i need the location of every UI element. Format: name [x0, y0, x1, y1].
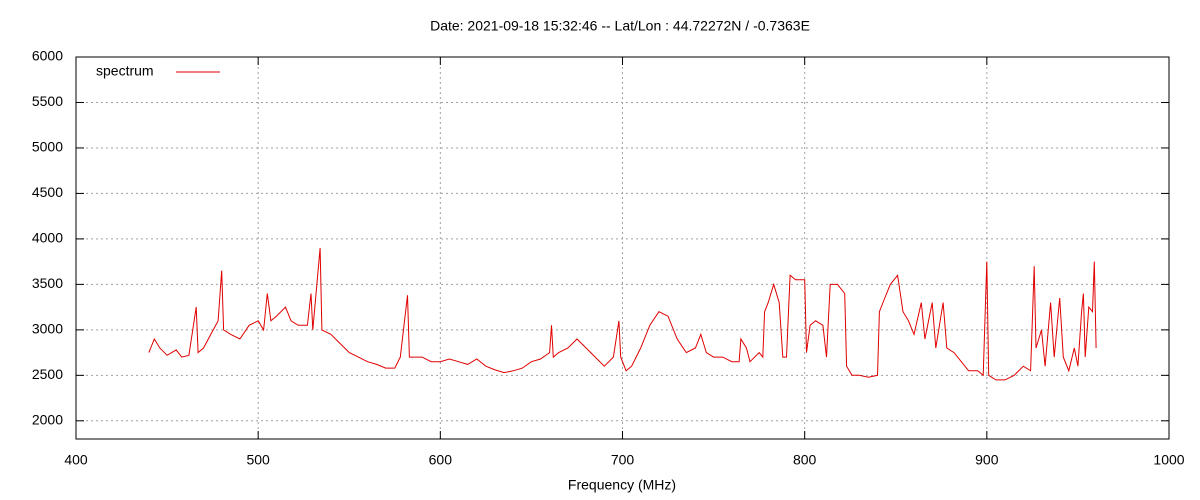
y-tick-label: 6000 [32, 48, 63, 64]
y-tick-label: 2000 [32, 412, 63, 428]
x-tick-label: 400 [64, 452, 88, 468]
x-tick-label: 600 [429, 452, 453, 468]
y-tick-label: 3500 [32, 275, 63, 291]
x-tick-label: 500 [246, 452, 270, 468]
plot-border [75, 56, 1170, 440]
spectrum-line [148, 247, 1097, 381]
y-tick-label: 4000 [32, 230, 63, 246]
x-tick-label: 700 [611, 452, 635, 468]
y-tick-label: 5000 [32, 139, 63, 155]
y-tick-label: 4500 [32, 184, 63, 200]
x-tick-label: 800 [793, 452, 817, 468]
legend-label: spectrum [96, 63, 154, 79]
y-tick-label: 2500 [32, 366, 63, 382]
chart-title: Date: 2021-09-18 15:32:46 -- Lat/Lon : 4… [430, 18, 810, 34]
x-tick-label: 1000 [1153, 452, 1184, 468]
y-tick-label: 3000 [32, 321, 63, 337]
x-tick-label: 900 [975, 452, 999, 468]
x-axis-label: Frequency (MHz) [568, 477, 676, 493]
y-tick-label: 5500 [32, 93, 63, 109]
